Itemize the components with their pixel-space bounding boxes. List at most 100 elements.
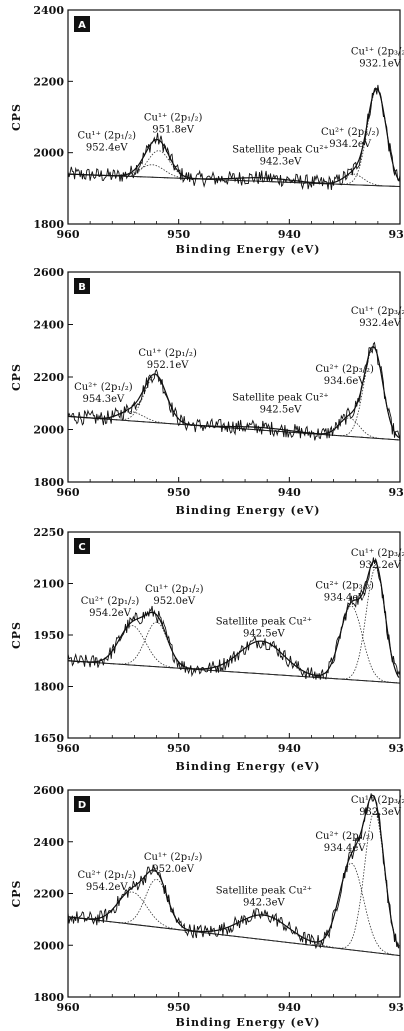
peak-annotation-line: Cu¹⁺ (2p₁/₂) xyxy=(144,852,203,863)
peak-annotation-line: Cu²⁺ (2p₃/₂) xyxy=(315,581,374,592)
peak-annotation: Satellite peak Cu²⁺ 942.3eV xyxy=(232,145,328,168)
peak-annotation-line: Cu²⁺ (2p₁/₂) xyxy=(81,596,140,607)
component-peak-2 xyxy=(68,878,399,956)
peak-annotation-line: Cu¹⁺ (2p₃/₂) xyxy=(351,548,404,559)
y-tick-label: 1800 xyxy=(33,991,64,1004)
y-tick-label: 2600 xyxy=(33,784,64,797)
peak-annotation: Cu²⁺ (2p₁/₂) 954.3eV xyxy=(74,382,133,405)
panel-c: 960 950 940 930 1650 1800 1950 2100 2250 Binding … xyxy=(10,526,404,773)
x-tick-label: 950 xyxy=(167,742,190,755)
peak-annotation-line: Cu¹⁺ (2p₁/₂) xyxy=(77,130,136,141)
x-tick-label: 950 xyxy=(167,1001,190,1014)
x-tick-label: 940 xyxy=(278,228,301,241)
plot-area xyxy=(68,557,400,684)
peak-annotation-line: 942.5eV xyxy=(260,405,303,416)
peak-annotation-line: 934.4eV xyxy=(324,843,367,854)
panel-label: A xyxy=(78,20,86,31)
y-axis-title: CPS xyxy=(10,103,23,131)
x-tick-label: 930 xyxy=(389,228,404,241)
peak-annotation: Cu²⁺ (2p₃/₂) 934.4eV xyxy=(315,581,374,604)
plot-frame xyxy=(67,9,401,225)
x-tick-label: 960 xyxy=(57,486,80,499)
peak-annotation-line: Cu¹⁺ (2p₁/₂) xyxy=(138,348,197,359)
x-tick-label: 960 xyxy=(57,742,80,755)
peak-annotation-line: 932.3eV xyxy=(359,807,402,818)
y-tick-label: 2000 xyxy=(33,424,64,437)
peak-annotation: Cu¹⁺ (2p₁/₂) 952.4eV xyxy=(77,130,136,153)
plot-area xyxy=(68,793,400,957)
peak-annotation: Cu¹⁺ (2p₃/₂) 932.4eV xyxy=(351,306,404,329)
x-tick-label: 930 xyxy=(389,486,404,499)
x-tick-label: 950 xyxy=(167,486,190,499)
peak-annotation-line: Cu¹⁺ (2p₁/₂) xyxy=(144,113,203,124)
peak-annotation: Cu¹⁺ (2p₃/₂) 932.1eV xyxy=(351,47,404,70)
peak-annotation-line: Cu¹⁺ (2p₃/₂) xyxy=(351,795,404,806)
raw-spectrum xyxy=(68,793,400,950)
peak-annotation-line: 934.2eV xyxy=(329,139,372,150)
peak-annotation-line: 954.2eV xyxy=(89,608,132,619)
peak-annotation: Cu¹⁺ (2p₃/₂) 932.2eV xyxy=(351,548,404,571)
y-axis-title: CPS xyxy=(10,621,23,649)
panel-b: 960 950 940 930 1800 2000 2200 2400 2600 Binding … xyxy=(10,266,404,517)
y-tick-label: 1800 xyxy=(33,681,64,694)
x-axis-title: Binding Energy (eV) xyxy=(176,1016,321,1029)
raw-spectrum xyxy=(68,84,400,191)
y-axis-title: CPS xyxy=(10,880,23,908)
x-tick-label: 940 xyxy=(278,1001,301,1014)
x-axis-title: Binding Energy (eV) xyxy=(176,243,321,256)
peak-annotation: Satellite peak Cu²⁺ 942.3eV xyxy=(216,886,312,909)
peak-annotation: Cu¹⁺ (2p₁/₂) 952.1eV xyxy=(138,348,197,371)
peak-annotation-line: Cu²⁺ (2p₁/₂) xyxy=(74,382,133,393)
panel-label-box xyxy=(74,16,90,32)
plot-area xyxy=(68,341,400,442)
peak-annotation: Satellite peak Cu²⁺ 942.5eV xyxy=(232,393,328,416)
y-tick-label: 2200 xyxy=(33,75,64,88)
panel-label: C xyxy=(78,542,85,553)
x-axis-title: Binding Energy (eV) xyxy=(176,504,321,517)
peak-annotation: Cu²⁺ (2p₃/₂) 934.4eV xyxy=(315,831,374,854)
y-tick-label: 2600 xyxy=(33,266,64,279)
y-tick-label: 2400 xyxy=(33,319,64,332)
y-tick-label: 2400 xyxy=(33,836,64,849)
panel-d: 960 950 940 930 1800 2000 2200 2400 2600 Binding … xyxy=(10,784,404,1029)
peak-annotation-line: Satellite peak Cu²⁺ xyxy=(216,617,312,628)
peak-annotation-line: Satellite peak Cu²⁺ xyxy=(232,145,328,156)
peak-annotation: Cu²⁺ (2p₃/₂) 934.6eV xyxy=(315,364,374,387)
x-tick-label: 940 xyxy=(278,742,301,755)
peak-annotation-line: Cu²⁺ (2p₃/₂) xyxy=(315,364,374,375)
x-tick-label: 940 xyxy=(278,486,301,499)
panel-label: D xyxy=(78,800,86,811)
peak-annotation: Cu¹⁺ (2p₃/₂) 932.3eV xyxy=(351,795,404,818)
panel-label: B xyxy=(78,282,86,293)
y-tick-label: 1950 xyxy=(33,629,64,642)
y-tick-label: 2000 xyxy=(33,939,64,952)
panel-label-box xyxy=(74,538,90,554)
x-tick-label: 950 xyxy=(167,228,190,241)
y-tick-label: 2250 xyxy=(33,526,64,539)
y-tick-label: 1800 xyxy=(33,476,64,489)
peak-annotation-line: 952.1eV xyxy=(147,360,190,371)
panel-label-box xyxy=(74,278,90,294)
peak-annotation-line: 954.2eV xyxy=(86,882,129,893)
peak-annotation-line: Cu²⁺ (2p₁/₂) xyxy=(77,870,136,881)
baseline-line xyxy=(68,660,400,684)
peak-annotation: Cu¹⁺ (2p₁/₂) 951.8eV xyxy=(144,113,203,136)
plot-area xyxy=(68,84,400,191)
peak-annotation-line: 932.4eV xyxy=(359,318,402,329)
y-tick-label: 2200 xyxy=(33,888,64,901)
peak-annotation-line: 934.6eV xyxy=(324,376,367,387)
peak-annotation-line: Cu²⁺ (2p₃/₂) xyxy=(321,127,380,138)
peak-annotation-line: 952.0eV xyxy=(152,864,195,875)
peak-annotation-line: 954.3eV xyxy=(83,394,126,405)
peak-annotation-line: 934.4eV xyxy=(324,593,367,604)
component-peak-3 xyxy=(68,914,399,956)
component-peak-2 xyxy=(68,150,399,187)
x-tick-label: 930 xyxy=(389,1001,404,1014)
y-axis-title: CPS xyxy=(10,363,23,391)
peak-annotation: Cu²⁺ (2p₁/₂) 954.2eV xyxy=(81,596,140,619)
peak-annotation: Cu²⁺ (2p₁/₂) 954.2eV xyxy=(77,870,136,893)
component-peak-3 xyxy=(68,640,399,684)
peak-annotation-line: 942.3eV xyxy=(260,157,303,168)
